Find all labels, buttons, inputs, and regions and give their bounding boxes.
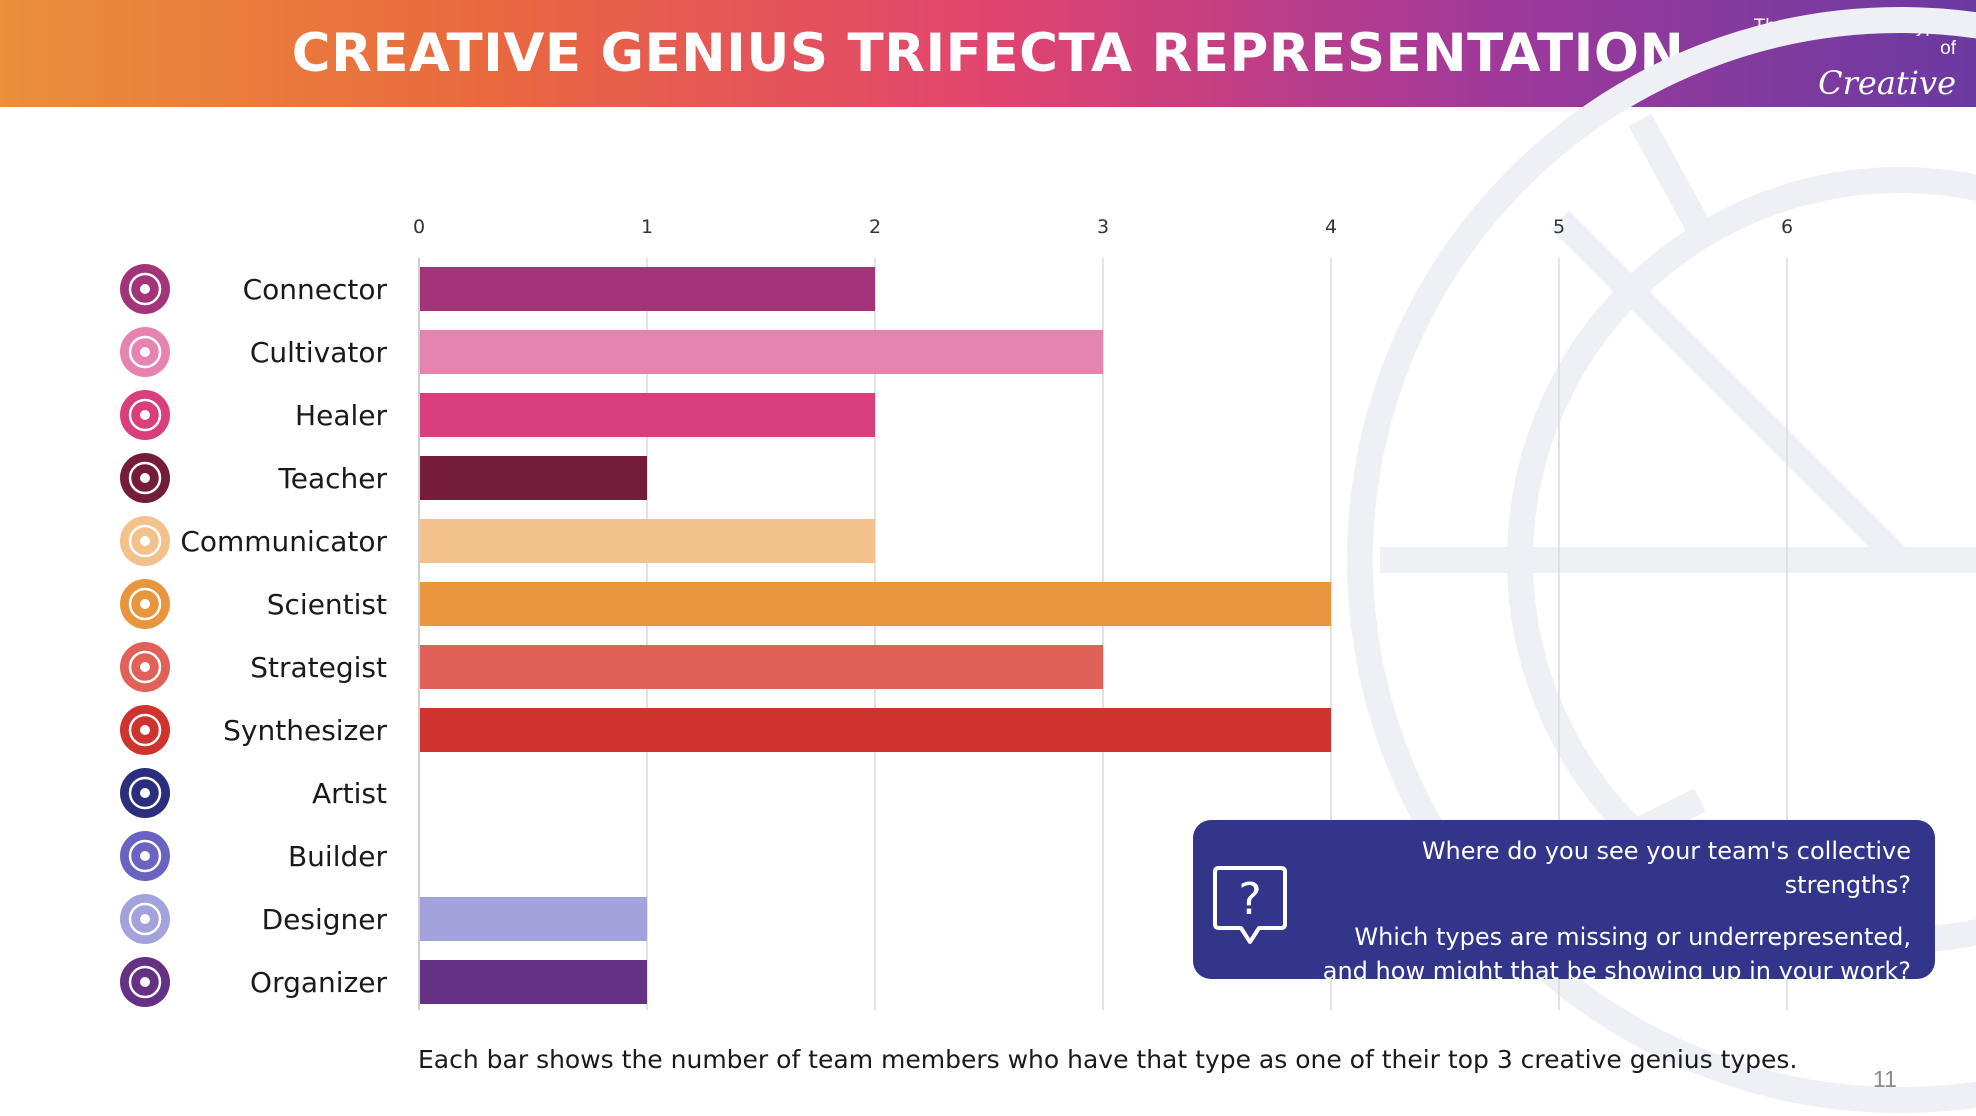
bar-healer — [420, 393, 875, 437]
palette-icon — [120, 768, 170, 818]
category-label: Teacher — [277, 462, 387, 495]
speech-bubble-icon — [120, 516, 170, 566]
bar-communicator — [420, 519, 875, 563]
callout-question-missing: Which types are missing or underrepresen… — [1322, 923, 1911, 985]
callout-question-strengths: Where do you see your team's collective … — [1421, 837, 1911, 899]
x-axis-ticks: 0 1 2 3 4 5 6 — [413, 216, 1793, 238]
star-of-david-icon — [120, 705, 170, 755]
atom-icon — [120, 579, 170, 629]
bar-designer — [420, 897, 647, 941]
x-tick-label: 4 — [1325, 216, 1337, 238]
category-label: Scientist — [267, 588, 387, 621]
question-bubble-icon: ? — [1213, 866, 1287, 944]
category-label: Healer — [295, 399, 387, 432]
x-tick-label: 1 — [641, 216, 653, 238]
bars — [420, 267, 1331, 1004]
checklist-gear-icon — [120, 957, 170, 1007]
bar-scientist — [420, 582, 1331, 626]
bar-connector — [420, 267, 875, 311]
heart-plus-icon — [120, 390, 170, 440]
category-label: Artist — [312, 777, 387, 810]
bar-cultivator — [420, 330, 1103, 374]
bar-organizer — [420, 960, 647, 1004]
bar-strategist — [420, 645, 1103, 689]
x-tick-label: 6 — [1781, 216, 1793, 238]
category-label: Organizer — [250, 966, 387, 999]
x-tick-label: 0 — [413, 216, 425, 238]
reflection-callout: ? Where do you see your team's collectiv… — [1193, 820, 1935, 985]
x-tick-label: 5 — [1553, 216, 1565, 238]
category-label: Designer — [262, 903, 388, 936]
category-label: Connector — [243, 273, 388, 306]
chess-knight-icon — [120, 642, 170, 692]
x-tick-label: 2 — [869, 216, 881, 238]
wrench-hand-icon — [120, 831, 170, 881]
handshake-icon — [120, 264, 170, 314]
category-label: Synthesizer — [223, 714, 387, 747]
category-labels: Connector Cultivator Healer Teacher Communic… — [180, 273, 387, 999]
lightbulb-book-icon — [120, 453, 170, 503]
bar-synthesizer — [420, 708, 1331, 752]
category-label: Communicator — [180, 525, 387, 558]
category-icons — [120, 264, 170, 1007]
bar-teacher — [420, 456, 647, 500]
page-number: 11 — [1873, 1066, 1897, 1092]
svg-text:?: ? — [1238, 874, 1261, 925]
compass-icon — [120, 894, 170, 944]
x-tick-label: 3 — [1097, 216, 1109, 238]
category-label: Builder — [288, 840, 388, 873]
chart-footnote: Each bar shows the number of team member… — [418, 1045, 1798, 1074]
category-label: Strategist — [250, 651, 387, 684]
sprout-icon — [120, 327, 170, 377]
category-label: Cultivator — [250, 336, 388, 369]
